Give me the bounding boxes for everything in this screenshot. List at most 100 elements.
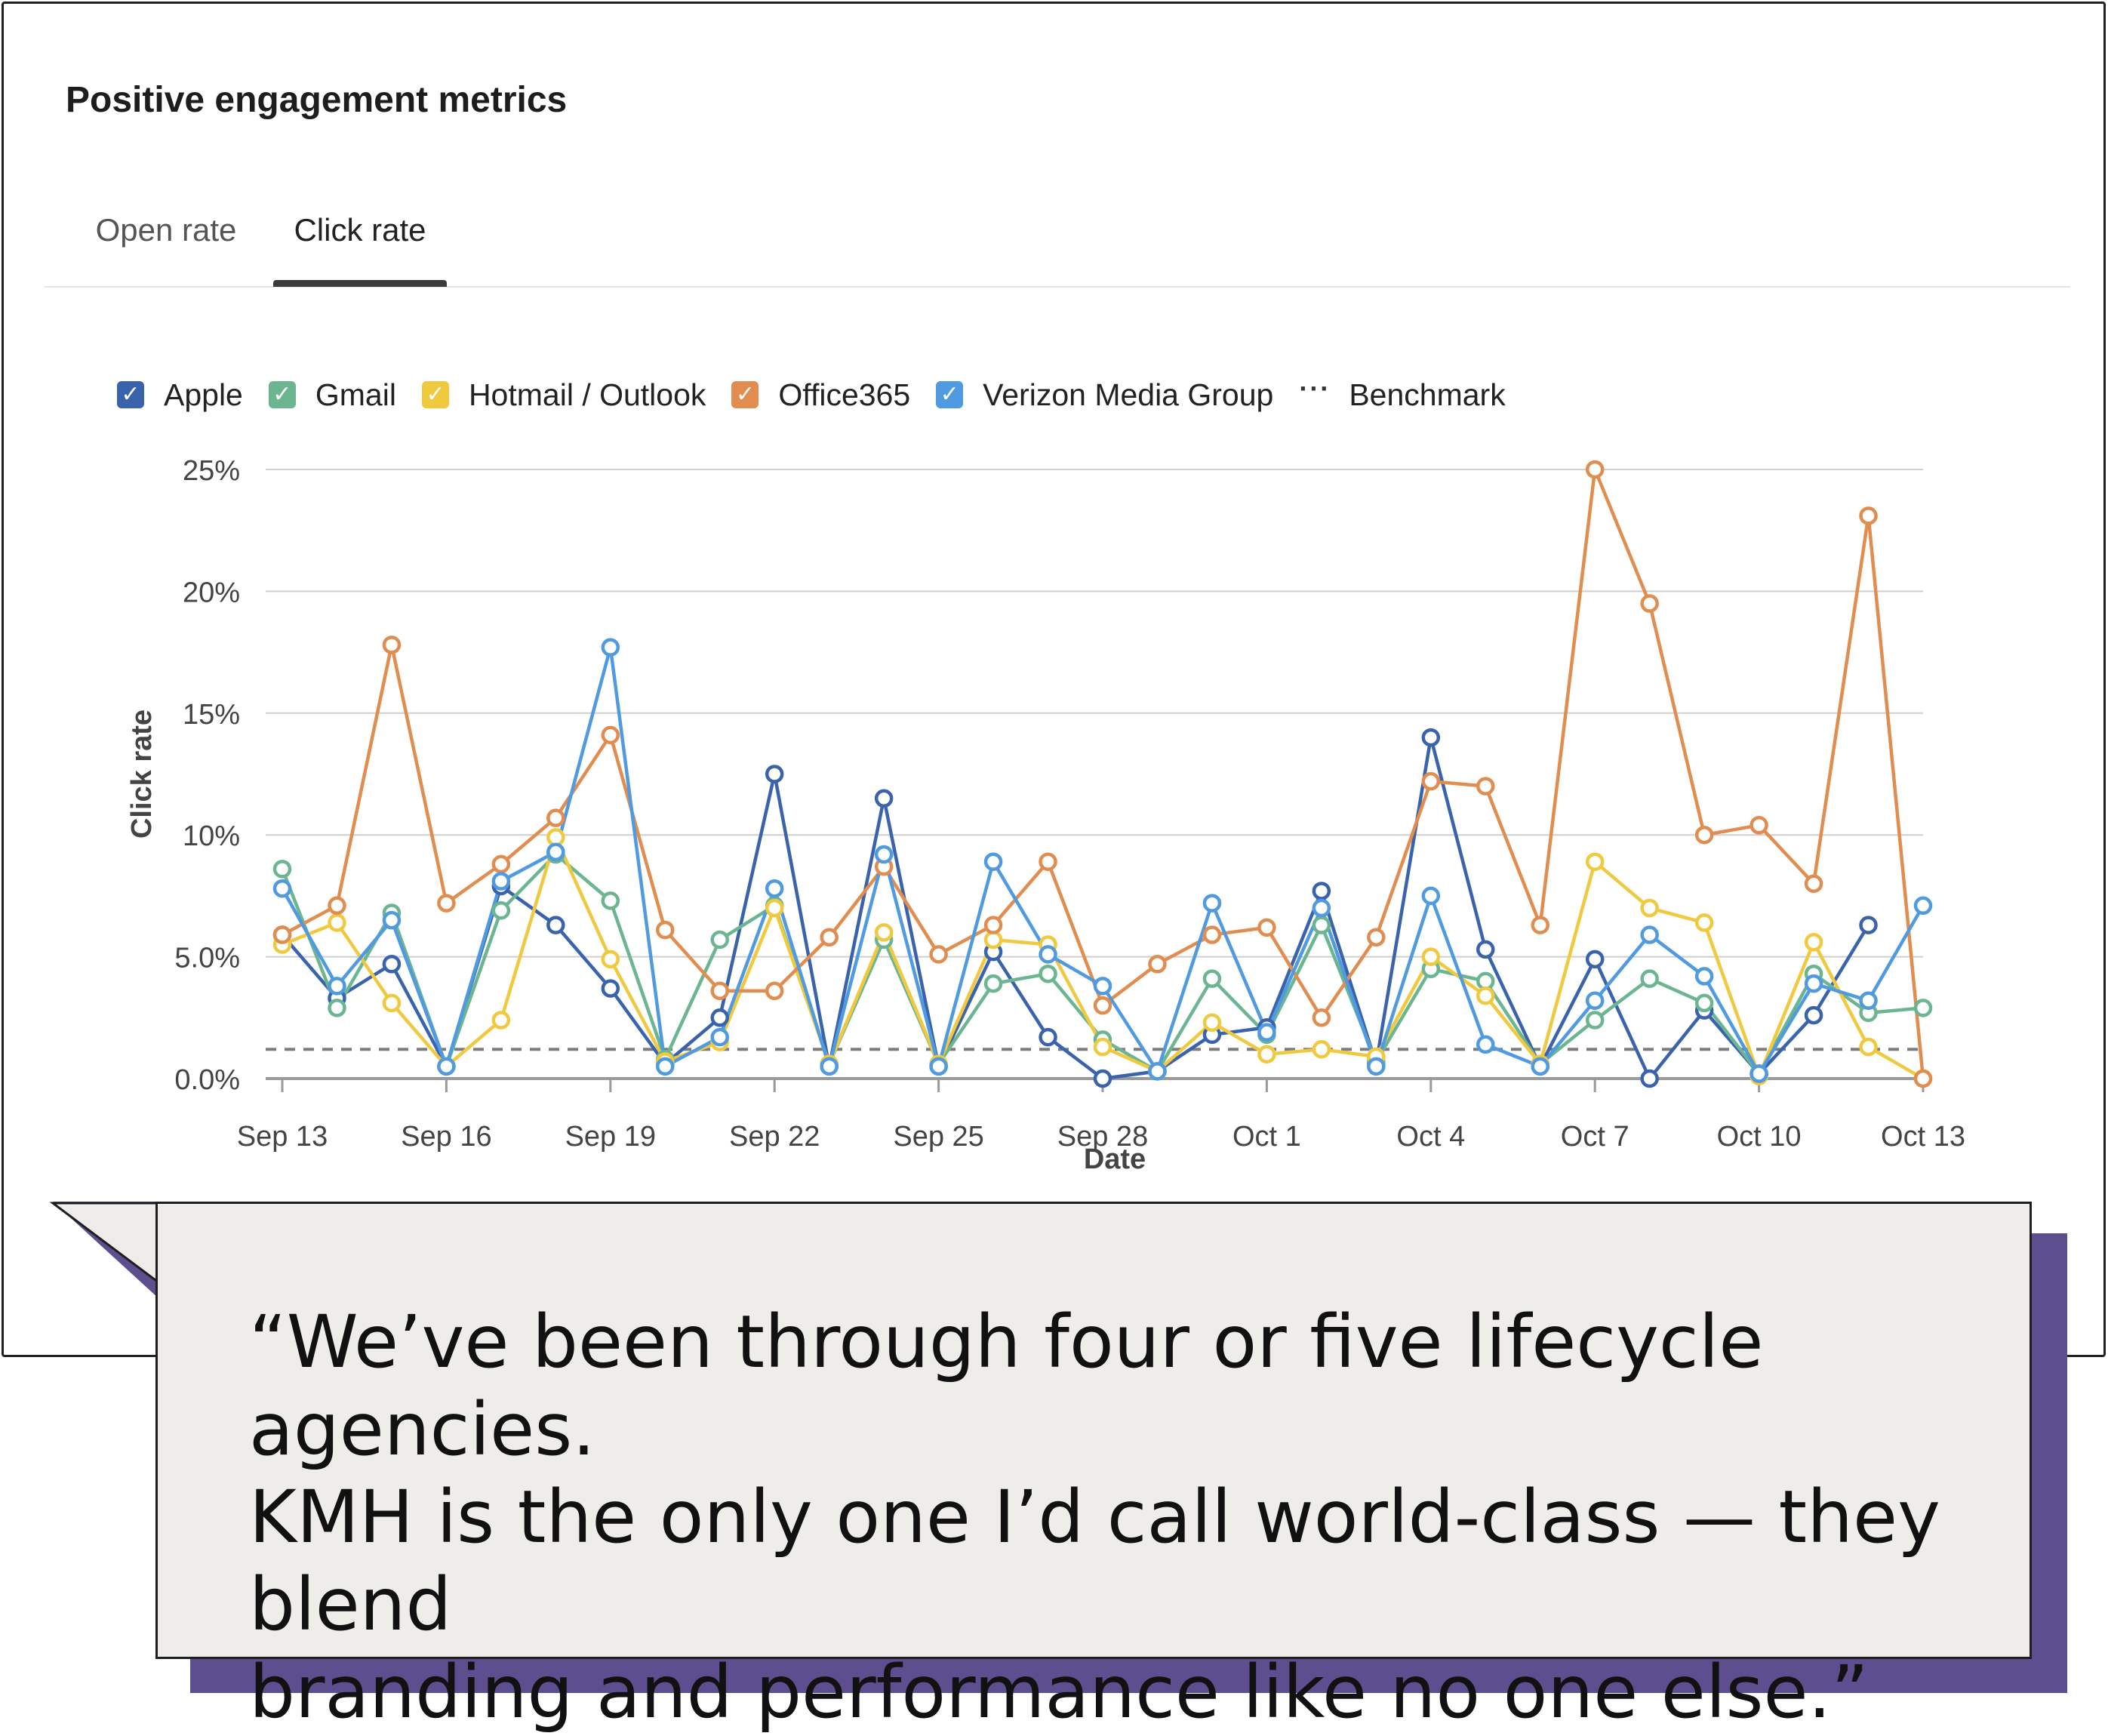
card-title: Positive engagement metrics: [66, 80, 568, 120]
data-point-hotmail-outlook: [1202, 1013, 1222, 1033]
data-point-office365: [983, 916, 1003, 934]
data-point-office365: [656, 920, 675, 940]
data-point-apple: [1093, 1069, 1112, 1088]
x-tick-label: Sep 13: [237, 1121, 328, 1153]
data-point-office365: [929, 945, 948, 964]
data-point-verizon-media-group: [1202, 894, 1222, 913]
checkbox-checked-icon[interactable]: ✓: [421, 381, 449, 408]
data-point-apple: [874, 789, 894, 808]
tab-click-rate[interactable]: Click rate: [294, 212, 426, 248]
data-point-verizon-media-group: [382, 910, 402, 930]
data-point-office365: [1312, 1008, 1331, 1027]
data-point-gmail: [601, 891, 620, 910]
data-point-verizon-media-group: [491, 872, 511, 891]
data-point-apple: [1585, 950, 1605, 969]
chart-legend: ✓ Apple ✓ Gmail ✓ Hotmail / Outlook ✓ Of…: [117, 373, 1531, 416]
legend-item-hotmail-outlook[interactable]: ✓ Hotmail / Outlook: [421, 377, 706, 413]
data-point-verizon-media-group: [328, 977, 346, 996]
data-point-hotmail-outlook: [491, 1011, 511, 1030]
data-point-verizon-media-group: [929, 1057, 948, 1076]
checkbox-checked-icon[interactable]: ✓: [731, 381, 759, 408]
legend-item-gmail[interactable]: ✓ Gmail: [268, 377, 396, 413]
data-point-office365: [546, 808, 565, 827]
data-point-office365: [1039, 852, 1057, 871]
legend-item-office365[interactable]: ✓ Office365: [731, 377, 910, 413]
data-point-verizon-media-group: [1039, 945, 1057, 964]
legend-label: Office365: [778, 377, 911, 412]
metric-tabs: Open rate Click rate: [45, 200, 2070, 291]
x-tick-label: Sep 25: [893, 1121, 983, 1153]
legend-label: Hotmail / Outlook: [468, 377, 706, 412]
y-tick-label: 10%: [183, 820, 240, 852]
data-point-apple: [1421, 728, 1441, 747]
data-point-verizon-media-group: [1148, 1062, 1167, 1081]
legend-item-apple[interactable]: ✓ Apple: [117, 377, 243, 413]
legend-item-verizon-media-group[interactable]: ✓ Verizon Media Group: [936, 377, 1273, 413]
checkbox-checked-icon[interactable]: ✓: [936, 381, 964, 408]
data-point-gmail: [983, 974, 1003, 993]
legend-item-benchmark[interactable]: ··· Benchmark: [1299, 373, 1505, 413]
data-point-gmail: [1585, 1011, 1605, 1030]
data-point-verizon-media-group: [1367, 1057, 1386, 1076]
data-point-hotmail-outlook: [382, 993, 402, 1013]
data-point-apple: [765, 765, 784, 783]
y-tick-label: 20%: [183, 577, 240, 608]
x-tick-label: Oct 4: [1396, 1121, 1465, 1153]
y-tick-label: 25%: [183, 455, 240, 487]
data-point-apple: [1312, 882, 1331, 900]
y-tick-label: 5.0%: [174, 943, 240, 974]
data-point-office365: [1093, 996, 1112, 1015]
data-point-gmail: [491, 901, 511, 920]
data-point-verizon-media-group: [710, 1027, 729, 1047]
tab-open-rate[interactable]: Open rate: [95, 212, 237, 248]
data-point-verizon-media-group: [1257, 1023, 1276, 1042]
data-point-verizon-media-group: [765, 879, 784, 898]
dotted-line-icon: ···: [1299, 373, 1331, 404]
data-point-gmail: [272, 860, 292, 879]
tabs-divider: [45, 286, 2070, 288]
data-point-verizon-media-group: [601, 638, 620, 657]
data-point-verizon-media-group: [1640, 925, 1659, 944]
data-point-verizon-media-group: [1312, 898, 1331, 918]
data-point-verizon-media-group: [983, 852, 1003, 871]
data-point-office365: [437, 894, 456, 913]
data-point-office365: [1749, 816, 1768, 835]
data-point-verizon-media-group: [656, 1057, 675, 1076]
data-point-hotmail-outlook: [1421, 947, 1441, 966]
data-point-office365: [1640, 594, 1659, 613]
data-point-hotmail-outlook: [1312, 1040, 1331, 1059]
data-point-gmail: [1202, 969, 1222, 988]
data-point-gmail: [710, 930, 729, 950]
data-point-office365: [328, 896, 346, 916]
data-point-office365: [272, 925, 292, 944]
x-tick-label: Oct 1: [1232, 1121, 1301, 1153]
data-point-gmail: [328, 999, 346, 1017]
checkbox-checked-icon[interactable]: ✓: [117, 381, 144, 408]
data-point-office365: [601, 725, 620, 745]
y-axis-title: Click rate: [126, 709, 158, 839]
data-point-verizon-media-group: [820, 1057, 839, 1076]
data-point-office365: [1694, 825, 1714, 845]
data-point-verizon-media-group: [1093, 977, 1112, 996]
checkbox-checked-icon[interactable]: ✓: [268, 381, 296, 408]
data-point-apple: [1640, 1069, 1659, 1088]
data-point-verizon-media-group: [546, 842, 565, 862]
active-tab-indicator: [273, 280, 447, 287]
data-point-gmail: [1640, 969, 1659, 988]
data-point-verizon-media-group: [1421, 886, 1441, 906]
data-point-hotmail-outlook: [1859, 1037, 1878, 1057]
data-point-office365: [1804, 874, 1823, 894]
data-point-office365: [382, 636, 402, 654]
data-point-office365: [1367, 928, 1386, 947]
data-point-office365: [1913, 1069, 1933, 1088]
series-line-apple: [281, 735, 1870, 1081]
data-point-office365: [491, 854, 511, 874]
y-tick-label: 15%: [183, 699, 240, 731]
data-point-apple: [546, 916, 565, 934]
data-point-gmail: [1312, 916, 1331, 934]
data-point-gmail: [1039, 964, 1057, 983]
x-tick-label: Oct 10: [1717, 1121, 1802, 1153]
data-point-hotmail-outlook: [1694, 913, 1714, 932]
data-point-verizon-media-group: [1585, 991, 1605, 1010]
quote-line: “We’ve been through four or five lifecyc…: [249, 1300, 1764, 1472]
